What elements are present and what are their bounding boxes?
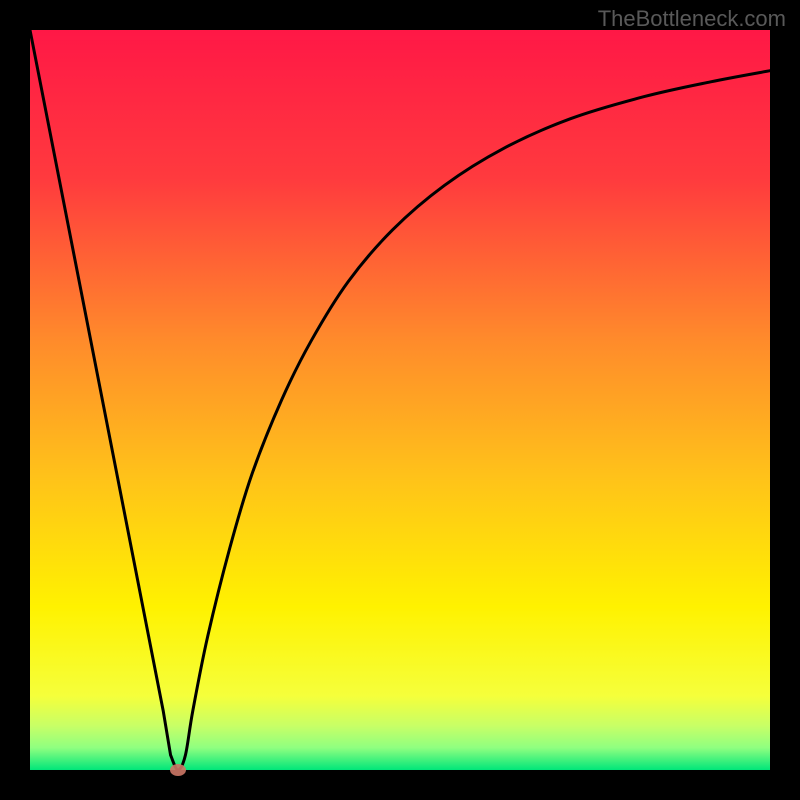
- watermark-text: TheBottleneck.com: [598, 6, 786, 32]
- curve-layer: [0, 0, 800, 800]
- chart-frame: TheBottleneck.com: [0, 0, 800, 800]
- bottleneck-curve: [30, 30, 770, 770]
- optimal-point-marker: [170, 764, 186, 776]
